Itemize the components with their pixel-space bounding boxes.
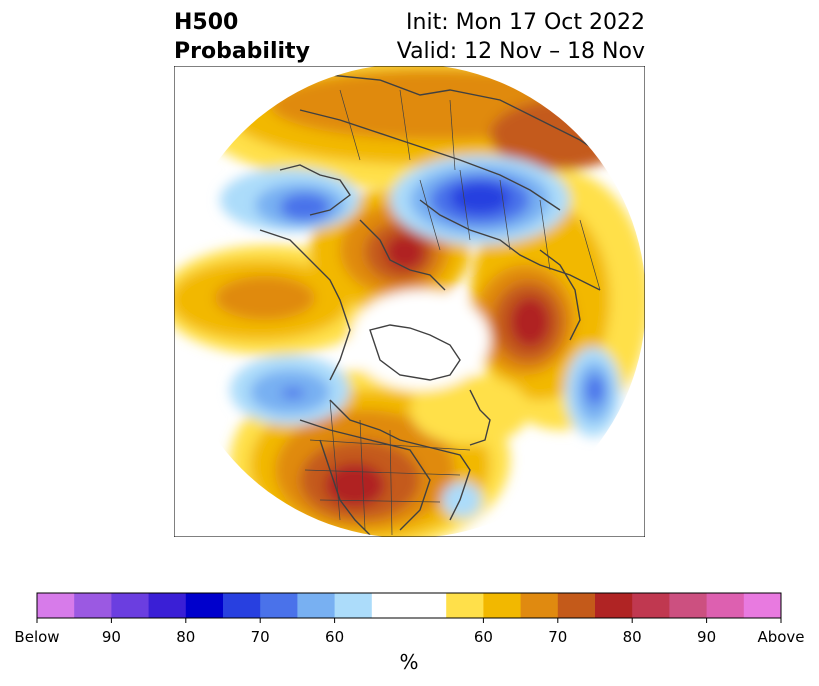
colorbar-swatch (632, 593, 670, 618)
colorbar-tick-label: 70 (548, 628, 568, 646)
probability-field (174, 66, 645, 537)
colorbar-swatch (595, 593, 633, 618)
colorbar-swatch (260, 593, 298, 618)
colorbar-tick-label: 60 (325, 628, 345, 646)
colorbar-swatch (74, 593, 112, 618)
colorbar-swatch (669, 593, 708, 618)
title-init-date: Init: Mon 17 Oct 2022 (406, 10, 645, 35)
colorbar-tick-label: 80 (622, 628, 642, 646)
colorbar-swatch (37, 593, 75, 618)
colorbar-swatch (334, 593, 373, 618)
colorbar-tick-label: 90 (697, 628, 717, 646)
colorbar-frame (36, 592, 782, 619)
colorbar-swatch (148, 593, 187, 618)
map-title-right: Init: Mon 17 Oct 2022 Valid: 12 Nov – 18… (397, 8, 645, 66)
colorbar-tick-label: 80 (176, 628, 196, 646)
title-product: Probability (174, 39, 310, 64)
colorbar-unit-label: % (399, 650, 419, 674)
political-borders (304, 89, 601, 536)
colorbar-swatch (520, 593, 559, 618)
colorbar-swatch (223, 593, 261, 618)
colorbar-tick-label: Above (757, 628, 805, 646)
coastlines (259, 74, 641, 536)
map-title-left: H500 Probability (174, 8, 310, 66)
colorbar-tick-label: 60 (473, 628, 493, 646)
colorbar-swatch (297, 593, 336, 618)
colorbar-tick-label: 90 (101, 628, 121, 646)
colorbar-swatch (111, 593, 150, 618)
title-variable: H500 (174, 10, 239, 35)
colorbar-swatch (743, 593, 782, 618)
colorbar-swatch (446, 593, 484, 618)
map-panel (174, 66, 645, 537)
colorbar-swatch (557, 593, 596, 618)
colorbar-tick-label: Below (14, 628, 60, 646)
colorbar-swatch (409, 593, 447, 618)
colorbar-swatch (371, 593, 410, 618)
colorbar-swatch (185, 593, 224, 618)
colorbar-tick-label: 70 (250, 628, 270, 646)
colorbar-swatch (483, 593, 522, 618)
title-valid-range: Valid: 12 Nov – 18 Nov (396, 39, 645, 64)
colorbar (36, 592, 782, 623)
colorbar-swatch (706, 593, 745, 618)
